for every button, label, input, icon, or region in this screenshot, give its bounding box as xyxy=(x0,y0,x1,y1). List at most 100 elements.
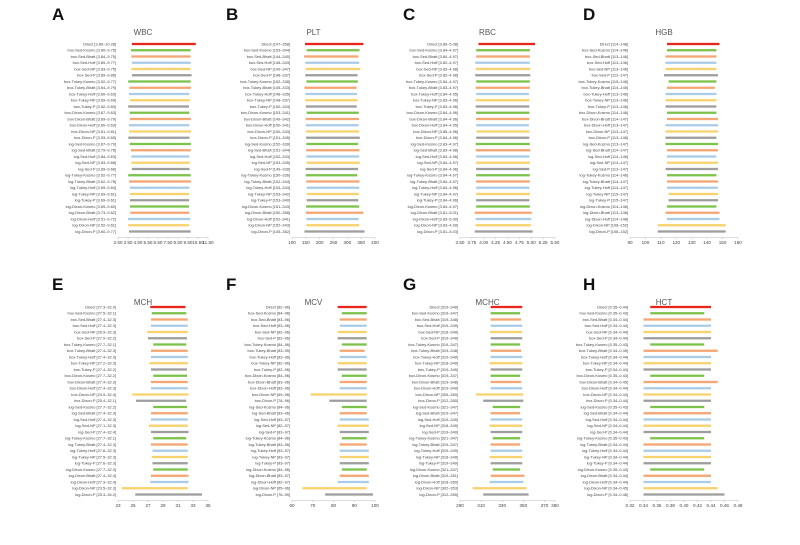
panel-letter: F xyxy=(226,275,236,294)
row-label: box-Tukey-Kosmo [319–347] xyxy=(408,342,458,347)
interval-bar xyxy=(643,480,711,484)
row-label: box-Sed-NP [113–146] xyxy=(589,66,628,71)
interval-bar xyxy=(310,393,367,396)
row-label: box-Sed-Hoff [319–349] xyxy=(417,323,458,328)
row-label: box-Sed-Bhatt [3.84–9.75] xyxy=(71,54,116,59)
row-label: box-Sed-NP [82–96] xyxy=(255,329,290,334)
row-label: log-Tukey-NP [3.69–9.61] xyxy=(72,191,116,196)
interval-bar xyxy=(306,111,359,114)
interval-bar xyxy=(643,443,711,446)
interval-bar xyxy=(490,449,523,452)
interval-bar xyxy=(151,430,189,434)
row-label: Direct [319–349] xyxy=(429,304,458,309)
row-label: box-Tukey-Hoff [83–96] xyxy=(250,354,290,359)
row-label: log-Sed-P [83–97] xyxy=(259,429,290,434)
row-label: log-Sed-Kosmo [84–96] xyxy=(249,404,290,409)
interval-bar xyxy=(128,105,189,108)
x-tick-label: 7.50 xyxy=(164,240,173,245)
x-tick-label: 90 xyxy=(627,240,633,245)
interval-bar xyxy=(339,462,369,465)
row-label: log-Dixon-Bhatt [27.4–32.4] xyxy=(69,473,116,478)
row-label: log-Tukey-NP [0.34–0.44] xyxy=(584,454,628,459)
interval-bar xyxy=(490,380,522,384)
interval-bar xyxy=(657,224,726,227)
row-label: box-Dixon-Bhatt [83–96] xyxy=(248,379,290,384)
row-label: box-Sed-Bhatt [0.34–0.44] xyxy=(583,317,628,322)
x-tick-label: 8.50 xyxy=(174,240,183,245)
interval-bar xyxy=(302,487,367,490)
row-label: box-Tukey-Hoff [0.34–0.44] xyxy=(581,354,628,359)
interval-bar xyxy=(489,455,523,459)
interval-bar xyxy=(475,142,530,146)
row-label: box-Dixon-Kosmo [153–341] xyxy=(241,110,290,115)
row-label: box-Sed-P [82–96] xyxy=(258,336,290,341)
row-label: box-Dixon-Bhatt [3.84–4.96] xyxy=(410,116,458,121)
interval-bar xyxy=(489,424,523,427)
x-tick-label: 90 xyxy=(352,503,358,508)
interval-bar xyxy=(131,74,192,77)
row-label: log-Tukey-Hoff [0.34–0.44] xyxy=(582,448,628,453)
interval-bar xyxy=(151,474,189,477)
row-label: log-Dixon-P [108–152] xyxy=(589,229,628,234)
interval-bar xyxy=(341,343,367,346)
interval-bar xyxy=(339,418,369,421)
x-tick-label: 380 xyxy=(551,503,559,508)
interval-bar xyxy=(475,393,524,396)
row-label: box-Dixon-P [0.34–0.44] xyxy=(586,398,628,403)
row-label: log-Tukey-Bhatt [0.34–0.44] xyxy=(580,442,628,447)
interval-bar xyxy=(325,493,373,496)
row-label: log-Sed-Kosmo [152–339] xyxy=(245,141,290,146)
row-label: box-Sed-P [319–349] xyxy=(421,336,458,341)
row-label: log-Dixon-NP [302–353] xyxy=(417,486,458,491)
row-label: log-Sed-NP [318–349] xyxy=(420,423,458,428)
interval-bar xyxy=(339,474,369,477)
row-label: box-Tukey-P [0.34–0.44] xyxy=(586,367,628,372)
panel-letter: E xyxy=(52,275,63,294)
interval-bar xyxy=(153,437,187,440)
panel-b: B PLT Direct [147–358] box-Sed-Kosmo [153–3… xyxy=(226,5,379,245)
x-tick-label: 0.34 xyxy=(639,503,648,508)
x-tick-label: 4.00 xyxy=(479,240,488,245)
row-label: box-Sed-Bhatt [27.4–32.3] xyxy=(71,317,116,322)
interval-bar xyxy=(668,199,718,202)
x-tick-label: 23 xyxy=(115,503,121,508)
interval-bar xyxy=(476,186,530,189)
row-label: box-Tukey-Bhatt [3.64–9.79] xyxy=(67,85,116,90)
row-label: box-Tukey-Hoff [113–146] xyxy=(584,91,628,96)
x-tick-label: 60 xyxy=(289,503,295,508)
x-tick-label: 110 xyxy=(657,240,665,245)
row-label: box-Dixon-Bhatt [114–147] xyxy=(582,116,628,121)
row-label: log-Tukey-Hoff [3.69–9.64] xyxy=(70,185,116,190)
row-label: box-Dixon-NP [0.34–0.44] xyxy=(583,392,628,397)
panel-c: C RBC Direct [3.89–5.08] box-Sed-Kosmo [3.8… xyxy=(403,5,560,245)
interval-bar xyxy=(337,362,367,365)
row-label: log-Sed-Kosmo [0.35–0.43] xyxy=(581,404,628,409)
interval-bar xyxy=(304,55,359,58)
row-label: Direct [147–358] xyxy=(261,41,290,46)
interval-bar xyxy=(643,462,711,465)
interval-bar xyxy=(643,487,718,490)
interval-bar xyxy=(643,493,725,496)
row-label: box-Tukey-NP [3.83–4.96] xyxy=(413,98,458,103)
row-label: log-Sed-NP [3.84–4.97] xyxy=(417,160,458,165)
interval-bar xyxy=(476,80,530,83)
interval-bar xyxy=(476,180,530,183)
interval-bar xyxy=(668,192,718,196)
interval-bar xyxy=(341,374,367,377)
interval-bar xyxy=(339,449,369,452)
interval-bar xyxy=(306,217,359,221)
row-label: box-Dixon-Kosmo [114–146] xyxy=(579,110,628,115)
row-label: log-Sed-Bhatt [114–147] xyxy=(586,148,628,153)
interval-bar xyxy=(643,430,711,434)
x-tick-label: 25 xyxy=(130,503,136,508)
interval-bar xyxy=(476,55,530,58)
row-label: log-Sed-P [3.84–4.96] xyxy=(420,166,458,171)
interval-bar xyxy=(130,211,190,214)
panel-title: WBC xyxy=(134,28,153,37)
interval-bar xyxy=(476,49,530,52)
interval-bar xyxy=(306,224,360,227)
interval-bar xyxy=(306,49,360,52)
interval-bar xyxy=(474,230,533,233)
row-label: box-Dixon-Hoff [113–147] xyxy=(584,123,628,128)
interval-bar xyxy=(151,412,188,415)
